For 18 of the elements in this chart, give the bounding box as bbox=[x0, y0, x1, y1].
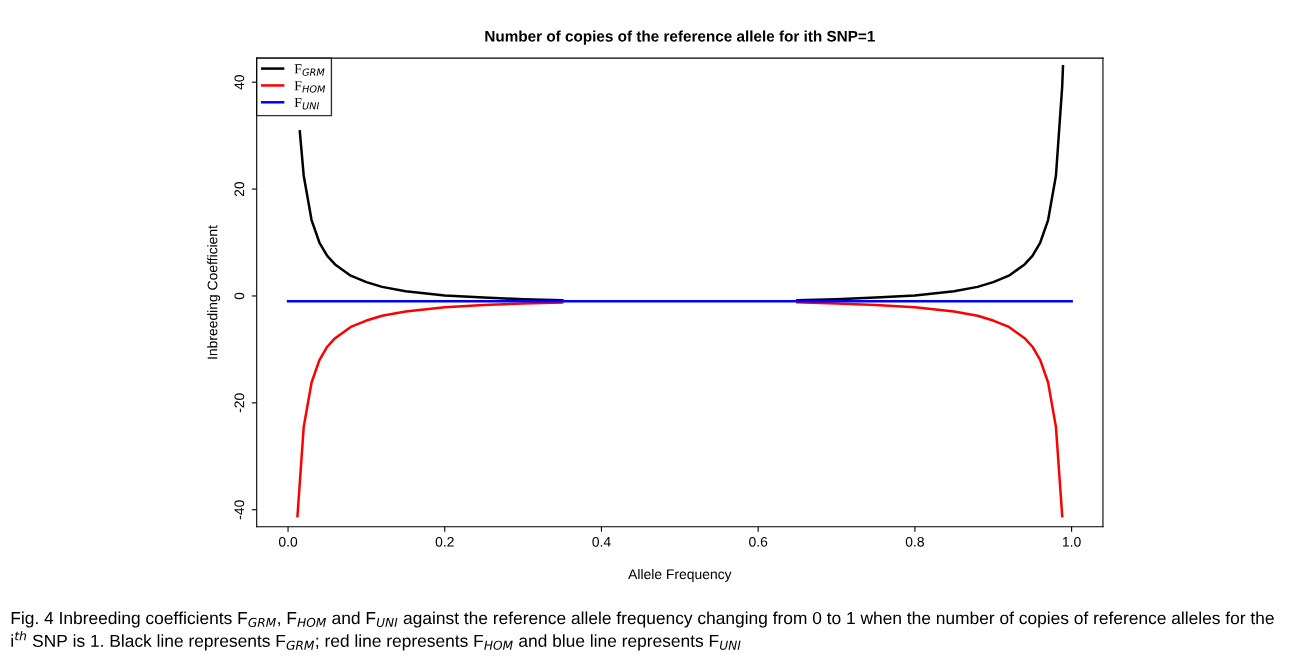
x-tick-label: 0.6 bbox=[749, 536, 768, 547]
x-tick-label: 0.8 bbox=[905, 536, 924, 547]
legend-label: F$_{UNI}$ bbox=[294, 97, 320, 110]
x-tick-label: 0.2 bbox=[435, 536, 454, 547]
x-tick-label: 0.4 bbox=[592, 536, 611, 547]
y-tick-label: -40 bbox=[234, 500, 245, 520]
y-tick-label: 40 bbox=[234, 75, 245, 90]
x-tick-label: 1.0 bbox=[1063, 536, 1081, 547]
y-tick-label: 0 bbox=[234, 292, 245, 300]
y-tick-label: 20 bbox=[234, 181, 245, 197]
y-tick-label: -20 bbox=[234, 393, 245, 413]
legend-label: F$_{GRM}$ bbox=[294, 64, 325, 76]
text: Fig. 4 Inbreeding coefficients F$_{GRM}$, F$_{HOM}$ and F$_{UNI}$ against the reference allele frequency changing from 0 to 1 when the number of copies of reference alleles for the i$^{th}$ SNP is 1. Black line represents F$_{GRM}$; red line represents F$_{HOM}$ and blue line represents F$_{UNI}$ bbox=[11, 611, 1274, 651]
chart-title: Number of copies of the reference allele for ith SNP=1 bbox=[485, 30, 875, 45]
x-axis-title: Allele Frequency bbox=[628, 568, 732, 582]
legend-label: F$_{HOM}$ bbox=[294, 81, 326, 93]
x-tick-label: 0.0 bbox=[278, 536, 298, 547]
y-axis-title: Inbreeding Coefficient bbox=[207, 225, 221, 359]
